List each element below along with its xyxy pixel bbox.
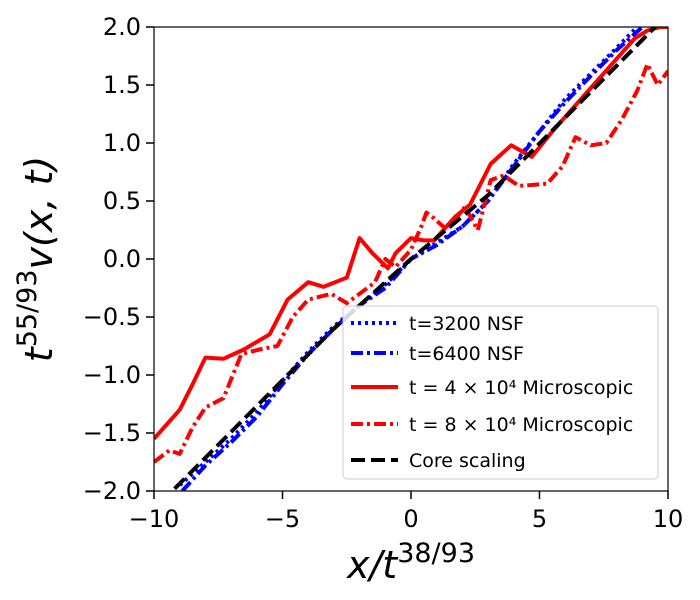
y-tick-label: −0.5 xyxy=(83,303,141,331)
y-tick-label: 1.0 xyxy=(103,129,141,157)
x-tick-label: −10 xyxy=(129,505,180,533)
y-tick-label: 1.5 xyxy=(103,71,141,99)
series-line-core-scaling xyxy=(173,27,657,491)
legend-label-t-6400-nsf: t=6400 NSF xyxy=(409,343,524,365)
x-tick-label: 10 xyxy=(653,505,684,533)
y-tick-label: 0.0 xyxy=(103,245,141,273)
legend-label-core-scaling: Core scaling xyxy=(409,450,526,472)
y-tick-label: −1.5 xyxy=(83,419,141,447)
legend: t=3200 NSF t=6400 NSF t = 4 × 10⁴ Microsco… xyxy=(342,305,659,480)
axis-ticks: −10 −5 0 5 10 −2.0 −1.5 −1.0 −0.5 0.0 0.5 1.0 1.5 2.0 xyxy=(83,13,684,533)
x-axis-label: x/t38/93 xyxy=(346,538,475,587)
y-axis-label-exponent: 55/93 xyxy=(12,269,43,347)
x-axis-label-base: x/t xyxy=(346,543,399,587)
series-line-t-8x10-4-microscopic xyxy=(154,62,668,464)
y-axis-label-base: t xyxy=(17,345,61,362)
x-tick-label: −5 xyxy=(265,505,300,533)
legend-label-t-8x10-4-microscopic: t = 8 × 10⁴ Microscopic xyxy=(409,414,633,436)
legend-label-t-3200-nsf: t=3200 NSF xyxy=(409,313,524,335)
y-tick-label: 2.0 xyxy=(103,13,141,41)
x-tick-label: 5 xyxy=(532,505,547,533)
y-tick-label: 0.5 xyxy=(103,187,141,215)
x-tick-label: 0 xyxy=(403,505,418,533)
legend-box xyxy=(342,305,659,480)
y-tick-label: −1.0 xyxy=(83,361,141,389)
legend-label-t-4x10-4-microscopic: t = 4 × 10⁴ Microscopic xyxy=(409,377,633,399)
y-tick-label: −2.0 xyxy=(83,477,141,505)
series-line-t-4x10-4-microscopic xyxy=(154,27,668,441)
y-axis-label-function: v(x, t) xyxy=(17,156,61,270)
y-axis-label: t55/93v(x, t) xyxy=(12,156,61,362)
plot-lines xyxy=(154,27,668,491)
x-axis-label-exponent: 38/93 xyxy=(397,538,475,569)
